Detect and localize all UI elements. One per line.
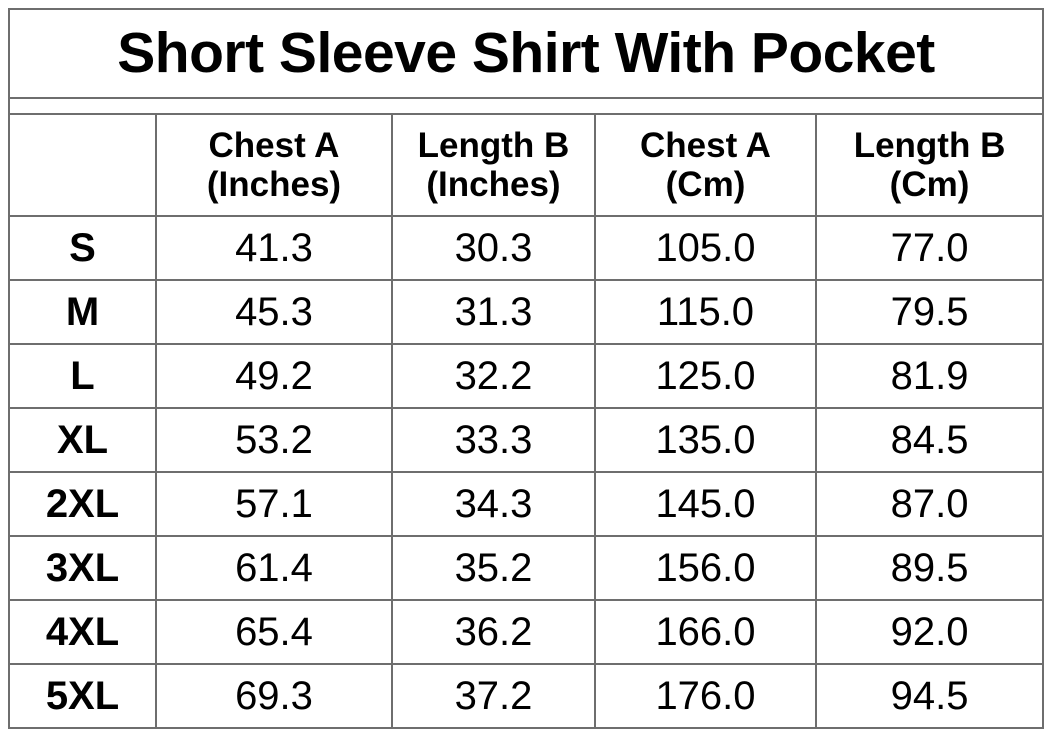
cell-size: 3XL [8, 535, 157, 601]
cell-chest-cm: 115.0 [594, 279, 817, 345]
column-header-chest-inches-line2: (Inches) [206, 165, 342, 204]
table-row: 3XL 61.4 35.2 156.0 89.5 [8, 535, 1045, 601]
column-header-length-cm-line2: (Cm) [889, 165, 970, 204]
size-chart-container: Short Sleeve Shirt With Pocket Chest A (… [7, 8, 1045, 729]
table-row: L 49.2 32.2 125.0 81.9 [8, 343, 1045, 409]
cell-length-inches: 31.3 [391, 279, 596, 345]
cell-size: 2XL [8, 471, 157, 537]
cell-length-inches: 30.3 [391, 215, 596, 281]
cell-chest-inches: 53.2 [155, 407, 393, 473]
cell-length-inches: 36.2 [391, 599, 596, 665]
table-row: 4XL 65.4 36.2 166.0 92.0 [8, 599, 1045, 665]
cell-length-inches: 37.2 [391, 663, 596, 729]
cell-length-cm: 79.5 [814, 279, 1045, 345]
cell-chest-inches: 49.2 [155, 343, 393, 409]
cell-chest-cm: 145.0 [594, 471, 817, 537]
cell-chest-inches: 41.3 [155, 215, 393, 281]
cell-length-inches: 34.3 [391, 471, 596, 537]
cell-size: M [8, 279, 157, 345]
table-header-row: Chest A (Inches) Length B (Inches) Chest… [8, 113, 1045, 217]
cell-size: 4XL [8, 599, 157, 665]
column-header-chest-inches-line1: Chest A [208, 125, 340, 165]
table-row: 5XL 69.3 37.2 176.0 94.5 [8, 663, 1045, 729]
cell-chest-inches: 61.4 [155, 535, 393, 601]
column-header-chest-cm: Chest A (Cm) [594, 113, 817, 217]
spacer-cell [7, 97, 1045, 115]
table-row: M 45.3 31.3 115.0 79.5 [8, 279, 1045, 345]
cell-chest-inches: 45.3 [155, 279, 393, 345]
cell-length-inches: 35.2 [391, 535, 596, 601]
cell-chest-inches: 69.3 [155, 663, 393, 729]
cell-chest-cm: 125.0 [594, 343, 817, 409]
column-header-length-inches: Length B (Inches) [391, 113, 596, 217]
page-title: Short Sleeve Shirt With Pocket [7, 8, 1045, 99]
cell-chest-cm: 135.0 [594, 407, 817, 473]
cell-length-cm: 77.0 [814, 215, 1045, 281]
cell-length-cm: 81.9 [814, 343, 1045, 409]
cell-chest-cm: 105.0 [594, 215, 817, 281]
cell-length-inches: 32.2 [391, 343, 596, 409]
cell-length-inches: 33.3 [391, 407, 596, 473]
cell-chest-cm: 166.0 [594, 599, 817, 665]
cell-chest-cm: 176.0 [594, 663, 817, 729]
cell-length-cm: 84.5 [814, 407, 1045, 473]
cell-chest-inches: 65.4 [155, 599, 393, 665]
cell-size: XL [8, 407, 157, 473]
table-row: XL 53.2 33.3 135.0 84.5 [8, 407, 1045, 473]
column-header-length-cm: Length B (Cm) [814, 113, 1045, 217]
cell-size: 5XL [8, 663, 157, 729]
column-header-length-inches-line2: (Inches) [426, 165, 561, 204]
column-header-size [8, 113, 157, 217]
cell-chest-inches: 57.1 [155, 471, 393, 537]
title-spacer-row [7, 97, 1045, 115]
size-chart-table: Short Sleeve Shirt With Pocket Chest A (… [7, 8, 1045, 729]
column-header-length-inches-line1: Length B [417, 125, 570, 165]
cell-length-cm: 89.5 [814, 535, 1045, 601]
cell-size: S [8, 215, 157, 281]
cell-size: L [8, 343, 157, 409]
table-row: 2XL 57.1 34.3 145.0 87.0 [8, 471, 1045, 537]
cell-length-cm: 94.5 [814, 663, 1045, 729]
column-header-chest-inches: Chest A (Inches) [155, 113, 393, 217]
chart-title-row: Short Sleeve Shirt With Pocket [7, 8, 1045, 99]
cell-length-cm: 87.0 [814, 471, 1045, 537]
cell-chest-cm: 156.0 [594, 535, 817, 601]
column-header-chest-cm-line2: (Cm) [665, 165, 746, 204]
column-header-chest-cm-line1: Chest A [640, 125, 771, 165]
table-row: S 41.3 30.3 105.0 77.0 [8, 215, 1045, 281]
cell-length-cm: 92.0 [814, 599, 1045, 665]
column-header-length-cm-line1: Length B [853, 125, 1006, 165]
